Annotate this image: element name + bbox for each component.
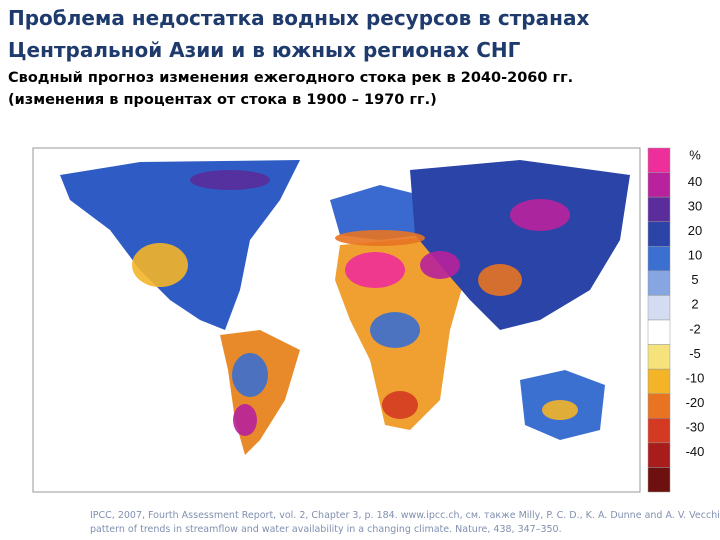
legend-swatch	[647, 319, 671, 345]
subtitle-line: (изменения в процентах от стока в 1900 –…	[8, 92, 437, 108]
patch	[478, 264, 522, 296]
patch	[190, 170, 270, 190]
legend-swatch	[647, 418, 671, 444]
asia	[410, 160, 630, 330]
patch	[370, 312, 420, 348]
legend-swatch	[647, 368, 671, 394]
legend-label: 2	[691, 297, 698, 312]
legend: % 40 30 20 10 5 2 -2 -5 -10 -20 -30 -40	[647, 147, 705, 493]
patch	[542, 400, 578, 420]
legend-swatch	[647, 246, 671, 272]
legend-swatch	[647, 172, 671, 198]
legend-label: -40	[686, 444, 705, 459]
legend-label: 30	[688, 198, 702, 213]
legend-label: -10	[686, 370, 705, 385]
legend-swatch	[647, 467, 671, 493]
title-line: Проблема недостатка водных ресурсов в ст…	[8, 6, 590, 30]
legend-swatch	[647, 442, 671, 468]
legend-unit: %	[689, 147, 701, 162]
legend-label: -5	[689, 346, 701, 361]
legend-swatch	[647, 147, 671, 173]
patch	[510, 199, 570, 231]
legend-label: 10	[688, 248, 702, 263]
subtitle-line: Сводный прогноз изменения ежегодного сто…	[8, 70, 574, 86]
source-line: pattern of trends in streamflow and wate…	[90, 524, 562, 535]
patch	[232, 353, 268, 397]
anomaly-patches	[132, 170, 578, 436]
title-line: Центральной Азии и в южных регионах СНГ	[8, 38, 521, 62]
patch	[233, 404, 257, 436]
legend-swatch	[647, 344, 671, 370]
legend-label: 20	[688, 223, 702, 238]
legend-swatch	[647, 196, 671, 222]
patch	[132, 243, 188, 287]
north-america	[60, 160, 300, 330]
patch	[335, 230, 425, 246]
patch	[345, 252, 405, 288]
legend-label: -20	[686, 395, 705, 410]
legend-label: -30	[686, 420, 705, 435]
legend-swatch	[647, 295, 671, 321]
legend-label: 40	[688, 174, 702, 189]
legend-label: 5	[691, 272, 698, 287]
patch	[382, 391, 418, 419]
legend-swatch	[647, 221, 671, 247]
legend-label: -2	[689, 321, 701, 336]
patch	[420, 251, 460, 279]
legend-swatch	[647, 393, 671, 419]
europe	[330, 185, 420, 240]
source-line: IPCC, 2007, Fourth Assessment Report, vo…	[90, 510, 720, 521]
legend-swatch	[647, 270, 671, 296]
